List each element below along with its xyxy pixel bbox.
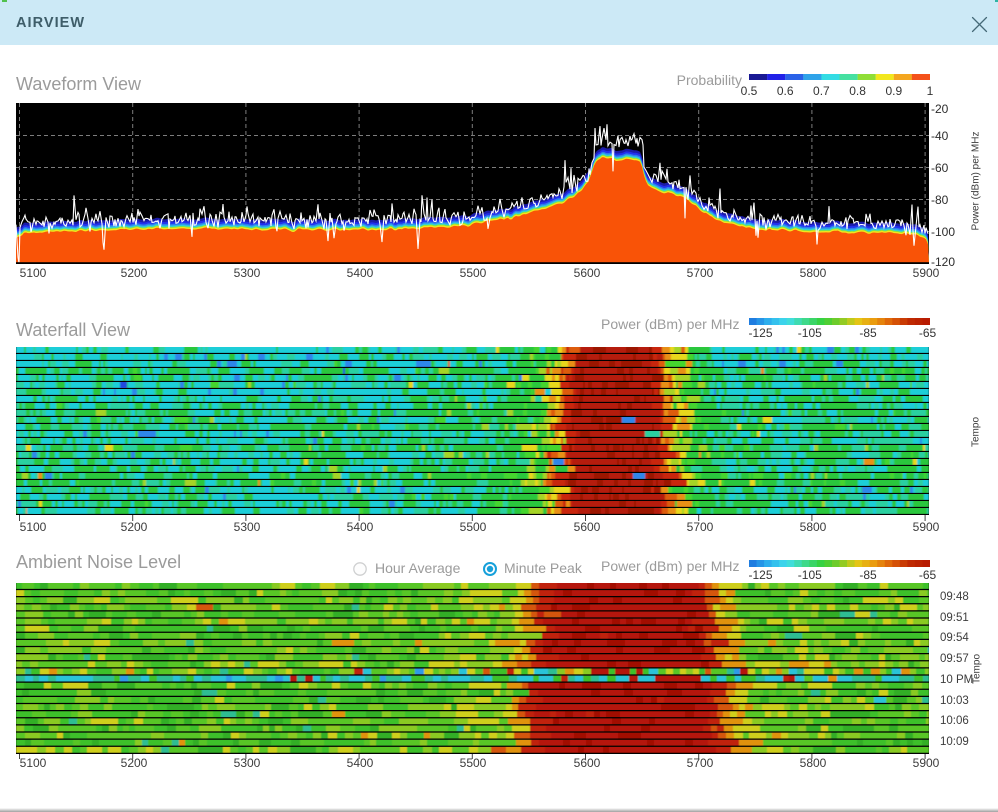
svg-text:Tempo: Tempo xyxy=(971,653,982,683)
svg-text:Tempo: Tempo xyxy=(970,416,981,446)
svg-text:Power (dBm) per MHz: Power (dBm) per MHz xyxy=(971,131,982,230)
